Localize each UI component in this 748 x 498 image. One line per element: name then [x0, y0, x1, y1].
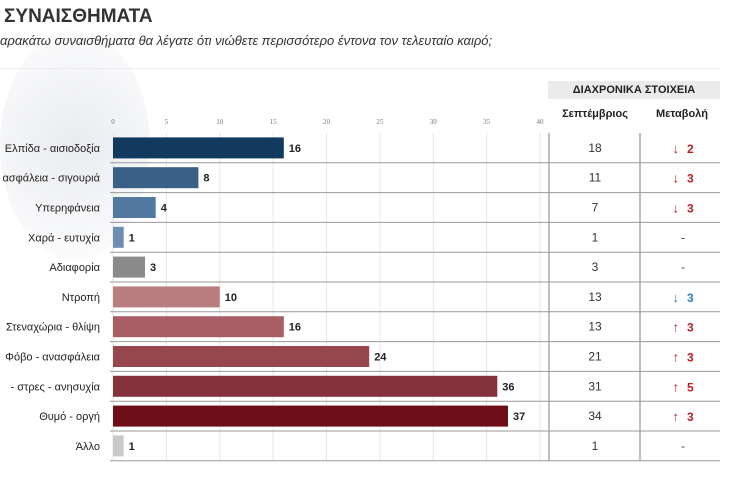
x-tick-label: 35 [483, 118, 491, 126]
col-change-header: Μεταβολή [655, 108, 709, 120]
change-value: 3 [687, 202, 694, 216]
historical-data-header: ΔΙΑΧΡΟΝΙΚΑ ΣΤΟΙΧΕΙΑ [548, 81, 720, 99]
change-value: 3 [687, 321, 694, 335]
previous-value: 21 [588, 350, 602, 364]
previous-value: 3 [592, 260, 599, 274]
arrow-up-icon: ↑ [673, 409, 680, 424]
arrow-up-icon: ↑ [673, 379, 680, 394]
change-value: 3 [687, 172, 694, 186]
data-label: 16 [289, 322, 301, 334]
arrow-down-icon: ↓ [673, 141, 680, 156]
change-value: - [681, 439, 685, 453]
bar [113, 286, 220, 308]
category-label: Στεναχώρια - θλίψη [6, 322, 100, 334]
bar [113, 137, 284, 159]
x-tick-label: 15 [270, 118, 278, 126]
category-label: ασφάλεια - σιγουριά [2, 173, 100, 185]
previous-value: 7 [592, 201, 599, 215]
change-value: - [681, 260, 685, 274]
previous-value: 13 [588, 290, 602, 304]
change-value: 5 [687, 380, 694, 394]
previous-value: 1 [592, 439, 599, 453]
x-tick-label: 0 [111, 118, 115, 126]
bar [113, 346, 370, 367]
data-label: 1 [129, 441, 135, 453]
divider [0, 68, 720, 69]
col-previous-header: Σεπτέμβριος [562, 108, 628, 120]
data-label: 24 [374, 352, 387, 364]
category-label: Αδιαφορία [49, 262, 100, 274]
question-text: αρακάτω συναισθήματα θα λέγατε ότι νιώθε… [0, 33, 493, 48]
data-label: 16 [289, 143, 301, 155]
change-value: 3 [687, 410, 694, 424]
arrow-down-icon: ↓ [673, 171, 680, 186]
category-label: - στρες - ανησυχία [11, 381, 101, 393]
bar [113, 405, 508, 427]
data-label: 10 [225, 292, 237, 304]
bar [113, 167, 199, 189]
arrow-up-icon: ↑ [673, 350, 680, 365]
previous-value: 34 [588, 409, 602, 423]
category-label: Υπερηφάνεια [35, 203, 101, 215]
category-label: Θυμό - οργή [39, 411, 100, 423]
bar [113, 435, 124, 457]
bar [113, 197, 156, 218]
data-label: 4 [161, 203, 168, 215]
change-value: - [681, 230, 685, 244]
bar [113, 256, 146, 278]
change-value: 3 [687, 351, 694, 365]
page-title: ΣΥΝΑΙΣΘΗΜΑΤΑ [4, 6, 153, 27]
bar [113, 316, 284, 338]
previous-value: 18 [588, 141, 602, 155]
category-label: Άλλο [76, 441, 100, 453]
previous-value: 11 [589, 171, 602, 185]
x-tick-label: 10 [216, 118, 224, 126]
data-label: 3 [150, 262, 156, 274]
data-label: 8 [203, 173, 209, 185]
category-label: Ντροπή [62, 292, 100, 304]
arrow-down-icon: ↓ [673, 201, 680, 216]
previous-value: 1 [592, 230, 599, 244]
bar [113, 226, 124, 248]
data-label: 1 [129, 232, 135, 244]
x-tick-label: 20 [323, 118, 331, 126]
change-value: 2 [687, 142, 694, 156]
category-label: Ελπίδα - αισιοδοξία [5, 143, 101, 155]
previous-value: 31 [588, 379, 602, 393]
previous-value: 13 [588, 320, 602, 334]
bar [113, 375, 498, 397]
x-tick-label: 30 [430, 118, 438, 126]
category-label: Χαρά - ευτυχία [28, 232, 101, 244]
arrow-up-icon: ↑ [673, 320, 680, 335]
data-label: 37 [513, 411, 525, 423]
category-label: Φόβο - ανασφάλεια [5, 352, 100, 364]
x-tick-label: 5 [165, 118, 169, 126]
arrow-down-icon: ↓ [673, 290, 680, 305]
x-tick-label: 40 [537, 118, 545, 126]
data-label: 36 [502, 381, 514, 393]
x-tick-label: 25 [376, 118, 384, 126]
change-value: 3 [687, 291, 694, 305]
